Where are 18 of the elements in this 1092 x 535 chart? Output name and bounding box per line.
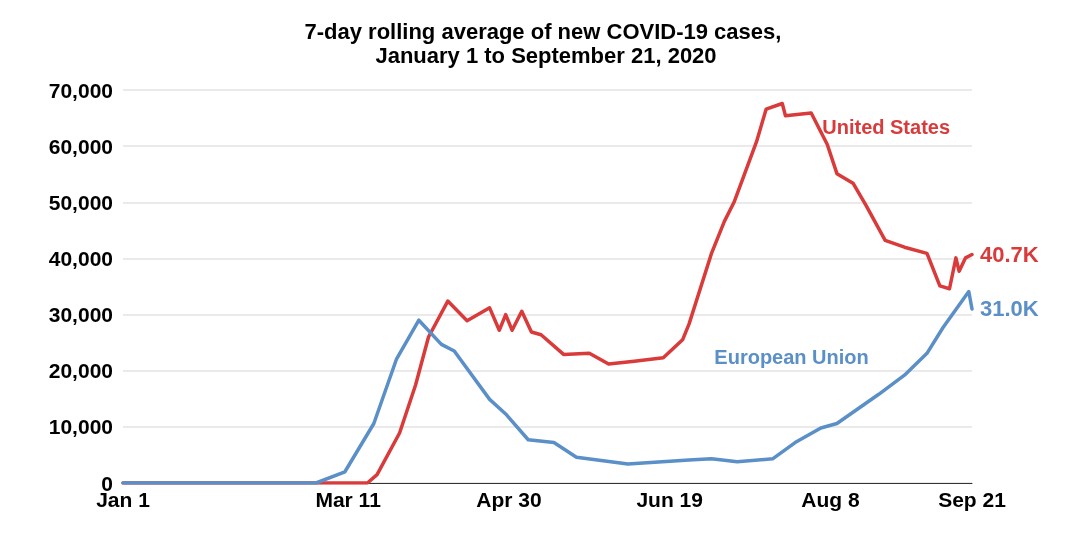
y-tick-label: 10,000 [48,415,113,439]
data-label: 40.7K [980,242,1039,267]
y-tick-label: 40,000 [48,246,113,270]
series-label: United States [822,116,951,139]
x-tick-label: Aug 8 [801,488,860,511]
series-label: European Union [714,345,869,368]
y-tick-label: 60,000 [48,134,113,158]
line-series [121,289,974,485]
x-tick-label: Sep 21 [938,488,1007,511]
y-tick-label: 20,000 [48,359,113,383]
y-tick-label: 30,000 [48,303,113,327]
x-tick-label: Jun 19 [636,488,703,511]
chart-title: 7-day rolling average of new COVID-19 cases, January 1 to September 21, 2020 [304,18,788,68]
x-tick-label: Mar 11 [315,488,382,511]
data-label: 31.0K [980,296,1039,322]
y-tick-label: 50,000 [48,190,113,214]
y-tick-label: 70,000 [48,78,113,102]
x-tick-label: Apr 30 [476,488,542,511]
